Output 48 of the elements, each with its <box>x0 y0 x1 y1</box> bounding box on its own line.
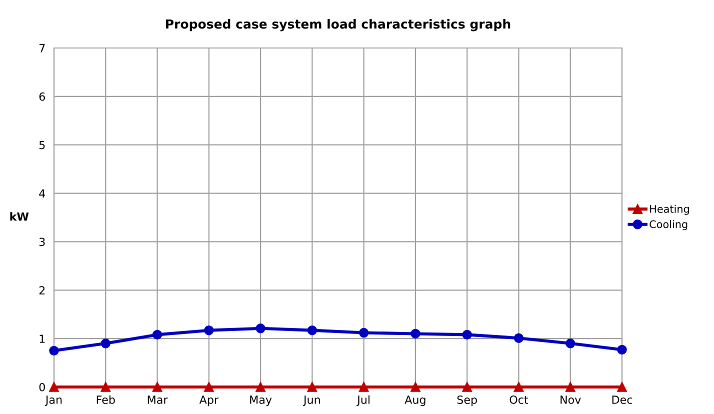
point <box>307 382 318 392</box>
chart-title: Proposed case system load characteristics graph <box>166 19 510 32</box>
point <box>358 382 369 392</box>
point <box>100 338 110 348</box>
x-tick-label: Feb <box>96 395 115 404</box>
x-tick-label: Aug <box>404 396 426 406</box>
point <box>566 382 576 392</box>
legend-label: Heating <box>650 204 689 215</box>
y-tick-label: 2 <box>39 286 45 294</box>
y-tick-label: 5 <box>39 140 45 150</box>
point <box>617 344 627 355</box>
legend-label: Cooling <box>650 220 688 230</box>
y-tick-label: 0 <box>39 382 45 392</box>
point <box>204 382 214 392</box>
y-tick-label: 7 <box>40 44 45 52</box>
point <box>514 382 524 392</box>
x-tick-label: Mar <box>148 396 168 404</box>
point <box>617 382 627 392</box>
point <box>410 328 420 339</box>
point <box>152 382 162 392</box>
x-tick-label: Jul <box>356 395 370 406</box>
y-tick-label: 4 <box>39 189 46 198</box>
x-tick-label: May <box>250 396 272 406</box>
x-tick-label: Nov <box>560 396 581 404</box>
point <box>462 330 472 340</box>
x-tick-label: Dec <box>612 396 632 404</box>
x-tick-label: Jun <box>302 396 320 406</box>
point <box>204 325 214 336</box>
point <box>566 338 576 348</box>
point <box>152 330 162 340</box>
point <box>256 382 266 392</box>
x-tick-label: Apr <box>199 396 219 406</box>
y-tick-label: 3 <box>39 238 45 246</box>
point <box>49 346 59 356</box>
y-tick-label: 1 <box>40 334 45 343</box>
point <box>256 324 266 334</box>
point <box>358 328 369 338</box>
y-axis-title: kW <box>10 212 29 221</box>
point <box>100 382 110 392</box>
point <box>462 382 472 392</box>
point <box>49 382 59 392</box>
x-tick-label: Oct <box>510 396 528 404</box>
point <box>307 325 318 336</box>
y-tick-label: 6 <box>39 92 45 101</box>
point <box>514 333 524 343</box>
x-tick-label: Jan <box>44 396 62 406</box>
point <box>410 382 420 392</box>
x-tick-label: Sep <box>457 396 477 406</box>
